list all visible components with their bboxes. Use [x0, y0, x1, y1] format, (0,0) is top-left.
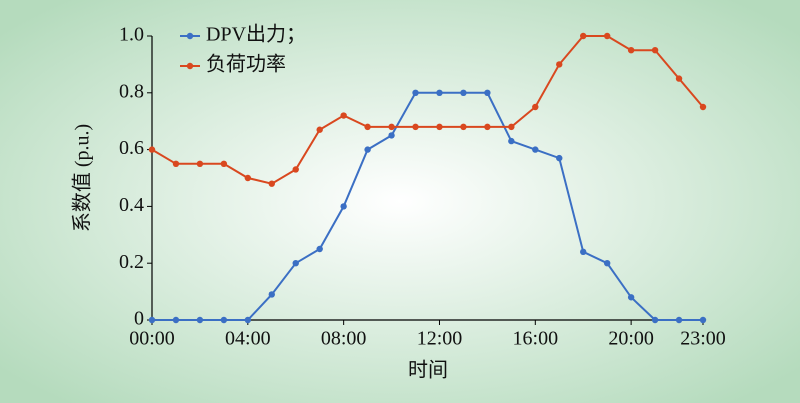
data-point: [316, 245, 323, 253]
x-tick-label: 00:00: [129, 328, 175, 350]
data-point: [556, 61, 563, 68]
data-point: [148, 146, 156, 153]
data-point: [388, 123, 395, 131]
data-point: [508, 137, 515, 145]
data-point: [196, 316, 204, 324]
x-tick-label: 16:00: [513, 328, 559, 350]
x-tick-label: 04:00: [225, 328, 271, 350]
data-point: [388, 132, 395, 139]
data-point: [316, 126, 323, 133]
data-point: [580, 248, 587, 256]
legend-marker: [186, 62, 194, 70]
data-point: [220, 160, 228, 167]
data-point: [196, 160, 204, 167]
data-point: [268, 180, 275, 187]
data-point: [651, 316, 659, 324]
data-point: [268, 291, 275, 298]
y-axis-title: 系数值 (p.u.): [71, 124, 94, 232]
data-point: [699, 103, 707, 111]
data-point: [244, 316, 252, 324]
data-point: [675, 316, 683, 324]
data-point: [460, 89, 467, 97]
data-point: [532, 146, 539, 153]
legend-label: 负荷功率: [206, 53, 286, 76]
data-point: [244, 174, 252, 182]
data-point: [603, 260, 611, 267]
data-point: [675, 75, 683, 82]
x-tick-label: 23:00: [680, 328, 726, 350]
data-point: [627, 294, 635, 301]
series-line: [152, 91, 703, 321]
y-tick-label: 0: [134, 308, 144, 330]
data-point: [532, 103, 539, 111]
data-point: [556, 154, 563, 162]
data-point: [364, 123, 371, 131]
data-point: [364, 146, 371, 153]
legend-marker: [186, 32, 194, 40]
data-point: [484, 89, 491, 97]
x-tick-label: 08:00: [321, 328, 367, 350]
data-point: [627, 47, 635, 54]
series-line: [151, 35, 704, 185]
data-point: [292, 260, 299, 267]
data-point: [460, 123, 467, 131]
data-point: [412, 89, 419, 97]
data-point: [580, 32, 587, 40]
x-tick-label: 12:00: [417, 328, 463, 350]
legend-label: DPV出力；: [206, 23, 306, 46]
data-point: [292, 166, 299, 173]
y-tick-label: 0.2: [119, 251, 144, 273]
data-point: [172, 316, 180, 324]
data-point: [412, 123, 419, 131]
data-point: [699, 316, 707, 324]
data-point: [340, 203, 347, 210]
data-point: [436, 123, 443, 131]
data-point: [484, 123, 491, 131]
data-point: [603, 32, 611, 40]
data-point: [651, 47, 659, 54]
y-tick-label: 0.6: [119, 137, 144, 159]
x-tick-label: 20:00: [608, 328, 654, 350]
data-point: [340, 112, 347, 119]
data-point: [172, 160, 180, 167]
y-tick-label: 0.8: [119, 80, 144, 102]
data-point: [220, 316, 228, 324]
data-point: [148, 316, 156, 324]
x-axis-title: 时间: [408, 359, 448, 382]
y-tick-label: 0.4: [119, 194, 144, 216]
data-point: [436, 89, 443, 97]
y-tick-label: 1.0: [119, 24, 144, 46]
data-point: [508, 123, 515, 131]
